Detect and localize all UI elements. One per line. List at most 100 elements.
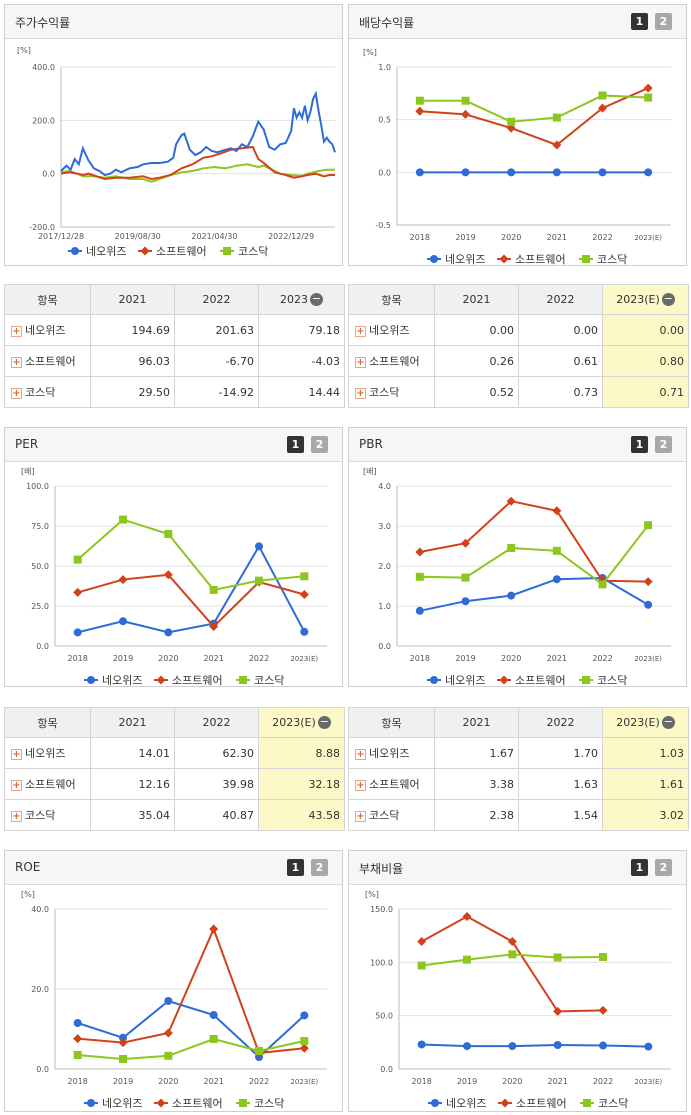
data-point bbox=[417, 1040, 426, 1049]
row-label: 네오위즈 bbox=[369, 747, 410, 760]
data-point bbox=[552, 575, 561, 584]
data-point bbox=[164, 628, 173, 637]
data-point bbox=[415, 606, 424, 615]
y-tick-label: 0.0 bbox=[380, 1065, 393, 1074]
table-cell: 14.01 bbox=[90, 737, 175, 769]
series-circle bbox=[73, 542, 309, 637]
series-line bbox=[421, 915, 604, 1013]
plus-icon[interactable]: + bbox=[11, 810, 22, 822]
plus-icon[interactable]: + bbox=[355, 356, 366, 368]
plus-icon[interactable]: + bbox=[11, 356, 22, 368]
x-tick-label: 2022 bbox=[593, 1077, 613, 1086]
page-2-button[interactable]: 2 bbox=[311, 436, 328, 453]
plus-icon[interactable]: + bbox=[355, 325, 366, 337]
legend-label: 소프트웨어 bbox=[172, 674, 223, 686]
page-2-button[interactable]: 2 bbox=[655, 859, 672, 876]
legend-label: 코스닥 bbox=[254, 1097, 284, 1110]
data-point bbox=[506, 123, 516, 133]
legend-label: 코스닥 bbox=[254, 674, 284, 686]
series-line bbox=[419, 576, 649, 612]
data-point bbox=[415, 572, 424, 581]
stock-return-table: 항목 2021 2022 2023− + 네오위즈 194.69 201.63 79.18 + 소프… bbox=[4, 284, 345, 408]
data-point bbox=[163, 1028, 173, 1038]
x-tick-label: 2021 bbox=[203, 654, 223, 663]
data-point bbox=[73, 628, 82, 637]
data-point bbox=[463, 1042, 471, 1051]
plus-icon[interactable]: + bbox=[11, 779, 22, 791]
page-1-button[interactable]: 1 bbox=[631, 436, 648, 453]
x-tick-label: 2021/04/30 bbox=[191, 232, 237, 241]
row-label: 소프트웨어 bbox=[25, 355, 76, 368]
table-cell: 96.03 bbox=[90, 345, 175, 377]
column-header: 2021 bbox=[434, 707, 519, 738]
page-2-button[interactable]: 2 bbox=[655, 13, 672, 30]
table-row: + 네오위즈 194.69 201.63 79.18 bbox=[4, 314, 345, 346]
column-header-label: 2021 bbox=[462, 716, 491, 729]
row-label: 코스닥 bbox=[25, 386, 56, 399]
x-tick-label: 2019 bbox=[113, 654, 133, 663]
y-tick-label: 1.0 bbox=[378, 602, 391, 611]
data-point bbox=[552, 506, 562, 516]
pbr-chart: [배]4.0 3.0 2.0 1.0 0.0 2018 2019 2020 2021 2022 20… bbox=[363, 467, 671, 686]
row-label-cell: + 소프트웨어 bbox=[348, 768, 435, 800]
minus-circle-icon[interactable]: − bbox=[310, 292, 323, 307]
data-point bbox=[553, 953, 562, 962]
page-2-button[interactable]: 2 bbox=[311, 859, 328, 876]
panel-header: 주가수익률 bbox=[5, 5, 342, 39]
row-label-cell: + 네오위즈 bbox=[4, 737, 91, 769]
panel-header: ROE 1 2 bbox=[5, 851, 342, 885]
series-diamond bbox=[417, 911, 608, 1016]
data-point bbox=[299, 590, 309, 600]
table-cell: 43.58 bbox=[258, 799, 345, 831]
y-tick-label: 0.0 bbox=[378, 168, 391, 177]
minus-circle-icon[interactable]: − bbox=[661, 292, 675, 307]
data-point bbox=[598, 103, 607, 113]
data-point bbox=[506, 496, 516, 506]
table-cell: 29.50 bbox=[90, 376, 175, 408]
table-cell: 1.70 bbox=[518, 737, 603, 769]
page-1-button[interactable]: 1 bbox=[631, 859, 648, 876]
minus-circle-icon[interactable]: − bbox=[661, 715, 675, 730]
data-point bbox=[300, 627, 309, 636]
table-cell: 0.00 bbox=[602, 314, 689, 346]
x-tick-label: 2020 bbox=[501, 654, 521, 663]
data-point bbox=[461, 573, 470, 582]
column-header-label: 항목 bbox=[37, 716, 58, 730]
x-tick-label: 2018 bbox=[67, 654, 87, 663]
plus-icon[interactable]: + bbox=[355, 779, 366, 791]
y-tick-label: 4.0 bbox=[378, 482, 391, 491]
plus-icon[interactable]: + bbox=[11, 325, 22, 337]
data-point bbox=[209, 585, 218, 594]
plus-icon[interactable]: + bbox=[11, 387, 22, 399]
page-1-button[interactable]: 1 bbox=[631, 13, 648, 30]
legend-label: 네오위즈 bbox=[86, 245, 126, 258]
series-square bbox=[417, 950, 607, 970]
plus-icon[interactable]: + bbox=[355, 387, 366, 399]
data-point bbox=[163, 570, 173, 580]
row-label: 네오위즈 bbox=[369, 324, 410, 337]
data-point bbox=[255, 576, 263, 585]
data-point bbox=[415, 547, 425, 557]
data-point bbox=[164, 997, 173, 1005]
legend-marker bbox=[87, 676, 95, 684]
legend-marker bbox=[87, 1099, 95, 1107]
plus-icon[interactable]: + bbox=[355, 748, 366, 760]
legend-label: 소프트웨어 bbox=[172, 1097, 223, 1110]
plus-icon[interactable]: + bbox=[355, 810, 366, 822]
axis-unit: [배] bbox=[363, 467, 377, 476]
page-2-button[interactable]: 2 bbox=[655, 436, 672, 453]
page-1-button[interactable]: 1 bbox=[287, 436, 304, 453]
column-header: 항목 bbox=[348, 284, 435, 315]
minus-circle-icon[interactable]: − bbox=[317, 715, 331, 730]
series-line bbox=[419, 500, 649, 583]
page-1-button[interactable]: 1 bbox=[287, 859, 304, 876]
table-cell: 1.03 bbox=[602, 737, 689, 769]
data-point bbox=[164, 530, 173, 538]
data-point bbox=[507, 544, 516, 552]
table-row: + 소프트웨어 96.03 -6.70 -4.03 bbox=[4, 345, 345, 377]
plus-icon[interactable]: + bbox=[11, 748, 22, 760]
legend-marker bbox=[499, 675, 509, 685]
dividend-yield-table: 항목 2021 2022 2023(E) − + 네오위즈 0.00 0.00 0.00 + 소프트웨… bbox=[348, 284, 689, 408]
x-tick-label: 2021 bbox=[547, 233, 567, 242]
dividend-yield-panel: 배당수익률 1 2 [%] 1.0 0.5 0.0 -0.5 2018 2019 2020 20… bbox=[348, 4, 687, 266]
